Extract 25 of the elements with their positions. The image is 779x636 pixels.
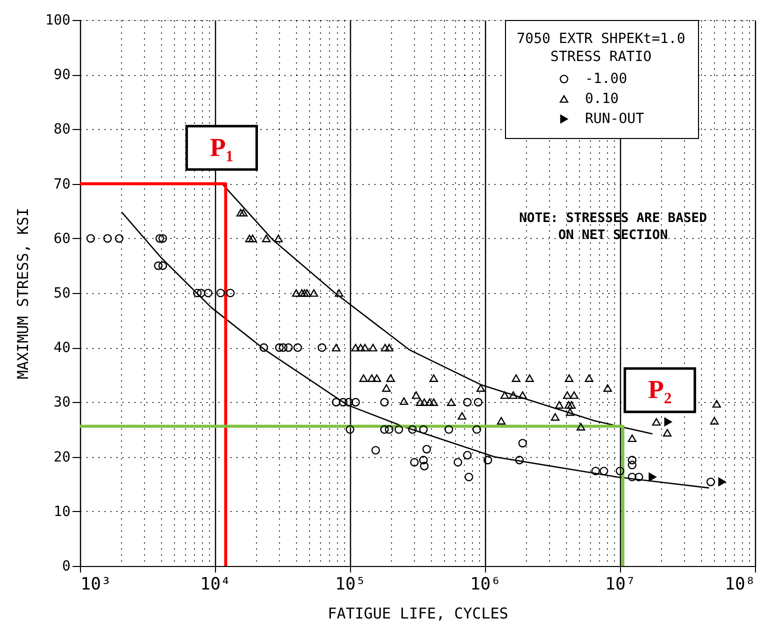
annotation: P₂ [648, 375, 672, 404]
y-tick-label: 10 [54, 504, 70, 520]
legend-label: -1.00 [585, 71, 628, 87]
y-tick-label: 0 [62, 558, 70, 574]
y-tick-label: 20 [54, 449, 70, 466]
x-tick-label: 10⁸ [724, 574, 756, 594]
annotation: P₁ [210, 132, 234, 162]
x-tick-label: 10³ [80, 574, 112, 594]
y-axis-title: MAXIMUM STRESS, KSI [14, 208, 32, 380]
x-axis-title: FATIGUE LIFE, CYCLES [328, 604, 508, 622]
legend-label: RUN-OUT [585, 111, 645, 127]
y-tick-label: 60 [54, 230, 70, 247]
y-tick-label: 50 [54, 286, 70, 302]
y-tick-label: 80 [54, 122, 70, 138]
y-tick-label: 100 [45, 12, 70, 28]
x-tick-label: 10⁷ [605, 574, 636, 594]
y-tick-label: 90 [54, 67, 70, 84]
legend-title: 7050 EXTR SHPEKt=1.0 STRESS RATIO [516, 31, 686, 65]
y-tick-label: 70 [54, 176, 70, 192]
y-tick-label: 40 [54, 340, 70, 356]
y-tick-label: 30 [54, 394, 70, 411]
x-tick-label: 10⁶ [470, 574, 501, 594]
legend-label: 0.10 [585, 91, 619, 107]
x-tick-label: 10⁵ [335, 574, 366, 594]
x-tick-label: 10⁴ [200, 574, 231, 594]
